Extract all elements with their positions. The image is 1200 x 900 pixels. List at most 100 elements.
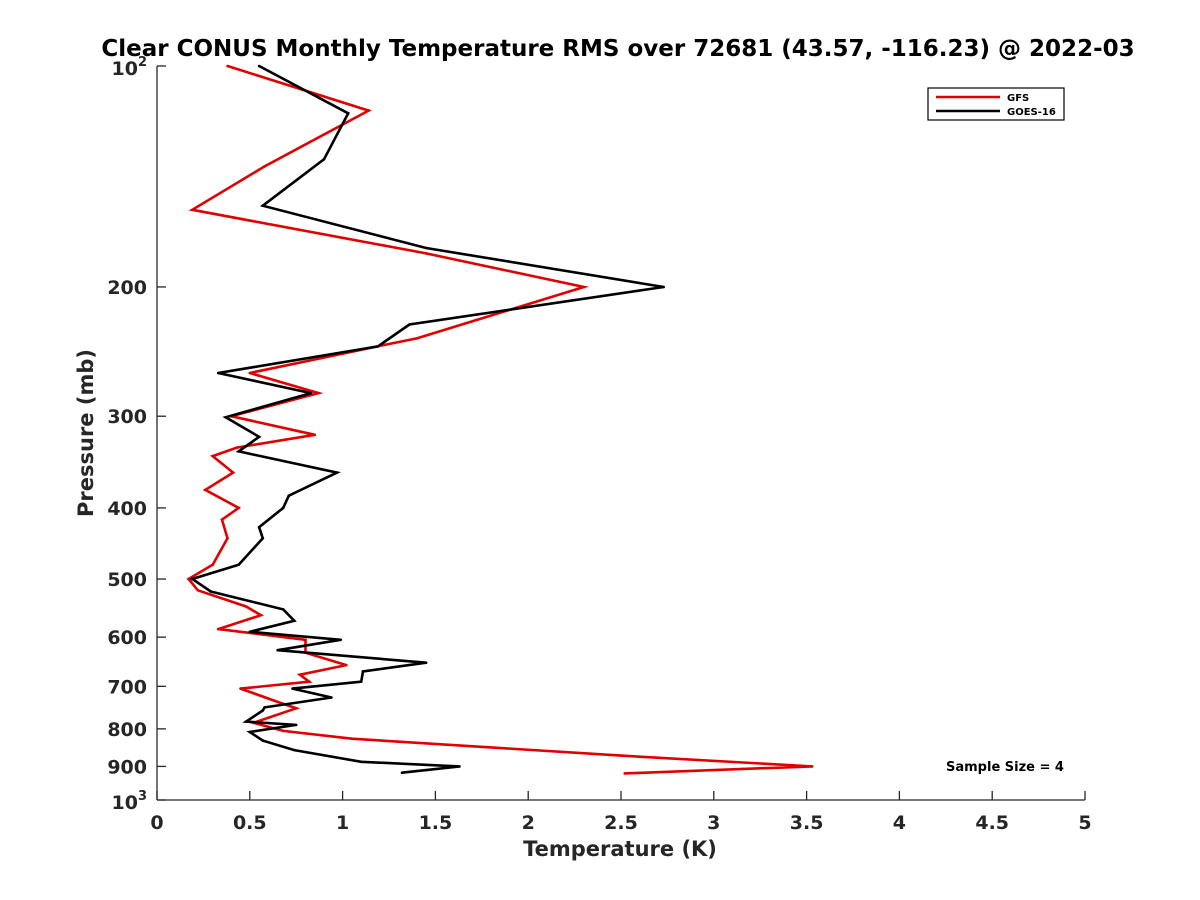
y-tick-label-power: 102 (112, 55, 148, 80)
y-axis-label: Pressure (mb) (74, 349, 98, 517)
plot-area: 0 0.5 1 1.5 2 2.5 3 3.5 4 4.5 5 200 300 400 500 600 700… (107, 55, 1091, 834)
data-point-gfs (313, 433, 317, 437)
data-point-goes16 (224, 416, 227, 419)
data-point-gfs (211, 563, 214, 566)
y-axis-ticks: 200 300 400 500 600 700 800 900 102 103 (107, 55, 166, 814)
data-point-gfs (307, 680, 311, 683)
legend-label-gfs: GFS (1007, 93, 1029, 104)
data-point-gfs (248, 371, 252, 375)
data-point-goes16 (209, 590, 213, 593)
data-point-goes16 (359, 760, 363, 764)
x-tick-label: 4.5 (975, 812, 1009, 834)
data-point-goes16 (261, 739, 265, 742)
data-point-goes16 (287, 494, 291, 498)
data-point-goes16 (359, 680, 363, 683)
series-line-gfs (186, 64, 813, 775)
x-tick-label: 0.5 (233, 812, 267, 834)
data-point-goes16 (293, 619, 296, 623)
data-point-gfs (237, 506, 240, 510)
data-point-goes16 (276, 648, 279, 652)
x-tick-label: 2 (522, 812, 535, 834)
data-point-gfs (211, 454, 214, 458)
data-point-goes16 (263, 706, 266, 709)
data-point-goes16 (335, 471, 339, 474)
data-point-gfs (304, 638, 307, 642)
data-point-gfs (216, 627, 220, 631)
data-point-goes16 (261, 537, 265, 540)
data-point-goes16 (339, 638, 343, 642)
data-point-goes16 (293, 748, 296, 752)
data-point-gfs (187, 577, 190, 581)
y-tick-label: 600 (107, 627, 147, 649)
y-tick-label: 900 (107, 756, 147, 778)
data-point-goes16 (309, 391, 313, 395)
data-point-gfs (619, 754, 623, 757)
x-tick-label: 1.5 (419, 812, 453, 834)
data-point-goes16 (248, 630, 252, 634)
data-point-gfs (196, 589, 200, 592)
data-point-goes16 (261, 204, 265, 207)
data-point-gfs (810, 765, 814, 768)
data-point-gfs (424, 252, 428, 255)
data-point-goes16 (330, 696, 333, 699)
data-point-goes16 (244, 720, 248, 723)
data-point-goes16 (281, 608, 285, 611)
x-tick-label: 2.5 (604, 812, 638, 834)
data-point-goes16 (237, 563, 240, 566)
series-line-goes16 (189, 64, 664, 774)
y-tick-label: 500 (107, 569, 147, 591)
data-point-goes16 (261, 709, 265, 712)
data-point-gfs (220, 518, 224, 521)
x-tick-label: 1 (336, 812, 349, 834)
data-point-goes16 (237, 450, 240, 453)
data-point-goes16 (281, 506, 285, 510)
data-point-gfs (276, 700, 279, 704)
data-point-gfs (281, 729, 285, 733)
data-point-goes16 (248, 730, 252, 734)
x-tick-label: 3 (707, 812, 720, 834)
y-tick-label: 200 (107, 277, 147, 299)
data-point-gfs (582, 285, 586, 289)
data-point-gfs (263, 165, 266, 168)
data-point-goes16 (191, 577, 194, 581)
legend-label-goes16: GOES-16 (1007, 107, 1056, 118)
data-point-goes16 (376, 345, 380, 348)
data-point-goes16 (424, 246, 428, 250)
data-point-goes16 (408, 323, 411, 326)
data-point-goes16 (361, 670, 365, 673)
data-point-goes16 (322, 158, 326, 161)
x-axis-label: Temperature (K) (523, 837, 717, 861)
data-point-goes16 (257, 525, 261, 529)
data-point-gfs (191, 208, 194, 212)
data-point-gfs (367, 109, 370, 112)
data-point-gfs (226, 537, 229, 540)
data-point-goes16 (294, 723, 298, 727)
data-point-gfs (259, 613, 263, 617)
data-point-gfs (204, 488, 207, 492)
data-point-gfs (244, 605, 248, 608)
y-tick-label: 800 (107, 719, 147, 741)
data-point-gfs (345, 663, 348, 667)
data-point-goes16 (424, 661, 428, 664)
data-point-goes16 (458, 765, 461, 768)
data-point-goes16 (216, 371, 220, 375)
data-point-goes16 (257, 64, 261, 68)
data-point-gfs (317, 391, 320, 395)
data-point-gfs (231, 471, 235, 474)
y-tick-label-power: 103 (112, 789, 148, 814)
y-tick-label: 300 (107, 406, 147, 428)
data-point-gfs (235, 446, 239, 449)
legend: GFS GOES-16 (927, 87, 1065, 121)
data-point-goes16 (662, 285, 665, 289)
legend-box (927, 87, 1065, 121)
data-point-gfs (226, 64, 229, 68)
data-point-goes16 (346, 112, 350, 115)
x-tick-label: 0 (150, 812, 163, 834)
y-tick-label: 400 (107, 498, 147, 520)
x-tick-label: 3.5 (790, 812, 824, 834)
data-point-goes16 (257, 435, 261, 439)
sample-size-annotation: Sample Size = 4 (946, 760, 1064, 775)
x-tick-label: 4 (893, 812, 906, 834)
data-point-gfs (623, 772, 626, 775)
